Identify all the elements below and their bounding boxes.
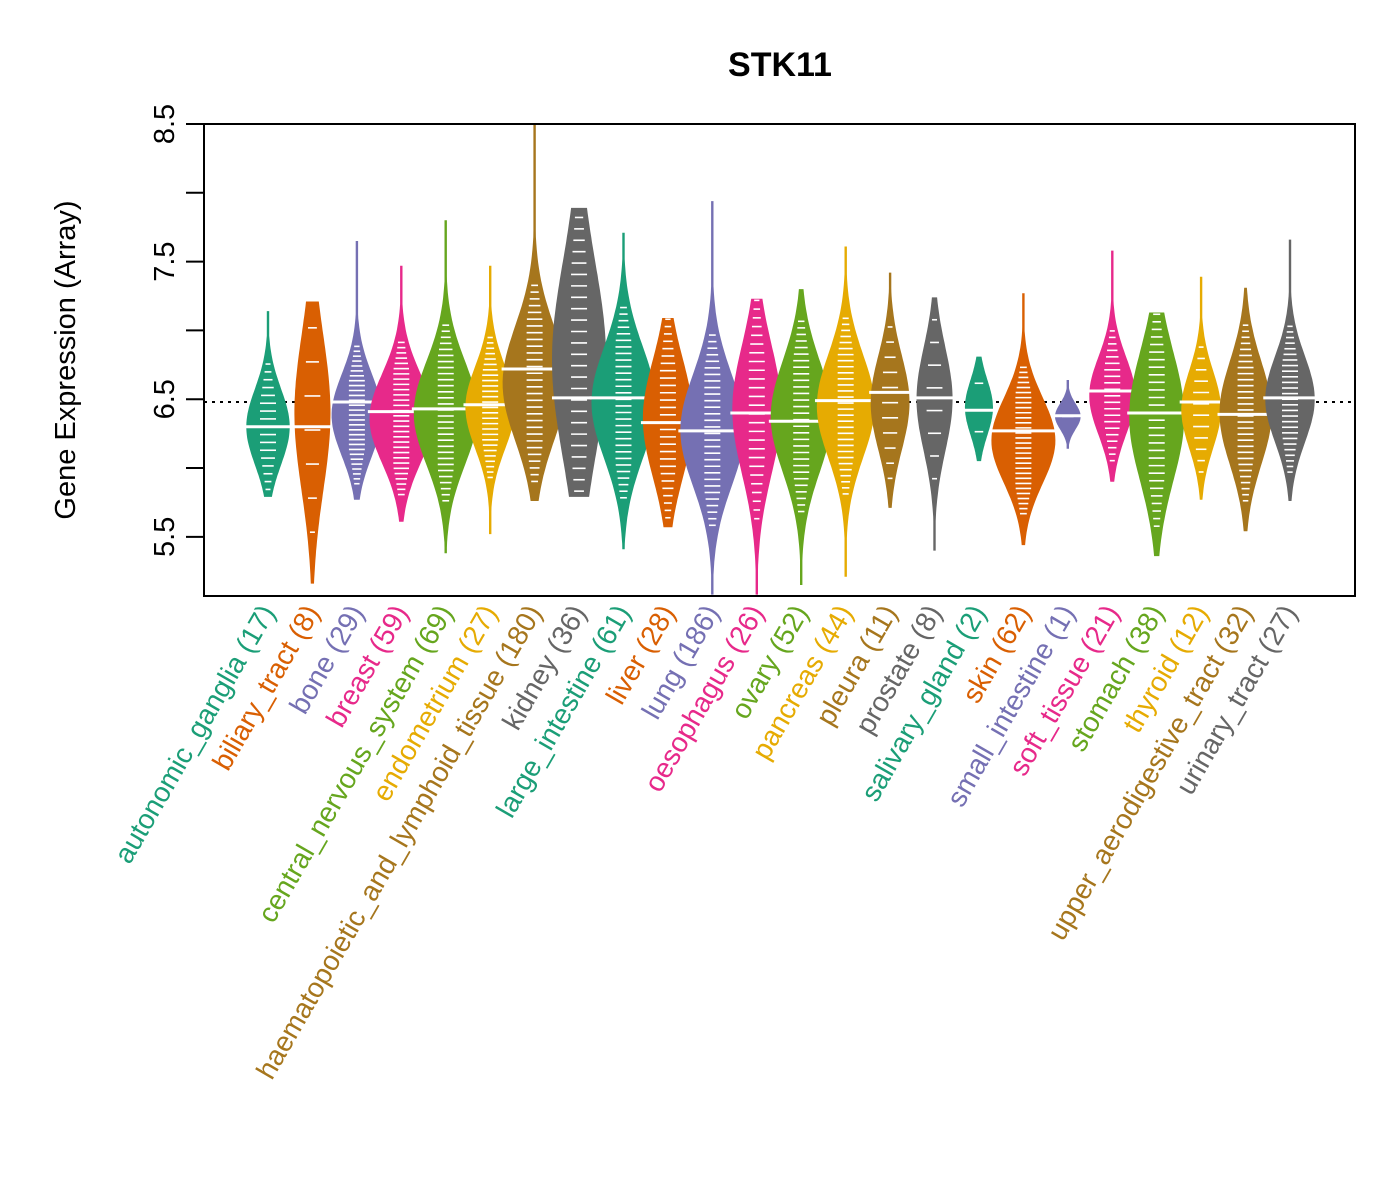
violin-bone	[330, 241, 383, 500]
violin-body	[1129, 312, 1185, 557]
violin-body	[465, 265, 515, 535]
violin-body	[732, 298, 782, 595]
violin-body	[816, 246, 875, 577]
violin-breast	[367, 265, 435, 522]
violin-body	[552, 207, 607, 497]
violin-body	[591, 232, 656, 550]
violin-body	[1089, 250, 1136, 482]
violin-large_intestine	[589, 232, 658, 550]
violin-biliary_tract	[292, 301, 333, 584]
violin-central_nervous_system	[411, 220, 480, 554]
y-axis: 5.5 6.5 7.5 8.5	[149, 104, 204, 557]
violin-skin	[990, 293, 1057, 546]
violin-body	[991, 293, 1056, 546]
y-tick-label: 7.5	[149, 241, 181, 281]
violin-oesophagus	[730, 298, 784, 595]
violin-body	[870, 272, 910, 508]
y-tick-label: 6.5	[149, 379, 181, 419]
violin-liver	[640, 318, 695, 528]
violin-body	[294, 301, 331, 584]
violin-small_intestine	[1053, 380, 1083, 449]
y-axis-label: Gene Expression (Array)	[50, 200, 82, 519]
x-axis-labels: autonomic_ganglia (17)biliary_tract (8)b…	[108, 600, 1303, 1085]
violin-kidney	[551, 207, 607, 497]
violin-body	[1181, 276, 1221, 500]
violin-autonomic_ganglia	[244, 311, 292, 497]
violin-urinary_tract	[1263, 239, 1317, 501]
violin-stomach	[1127, 312, 1187, 557]
violin-body	[369, 265, 434, 522]
violin-body	[680, 201, 745, 595]
violins	[244, 124, 1317, 595]
violin-body	[1265, 239, 1315, 501]
violin-prostate	[914, 297, 955, 551]
violin-pleura	[869, 272, 912, 508]
violin-body	[770, 289, 832, 585]
y-tick-label: 5.5	[149, 517, 181, 557]
violin-pancreas	[814, 246, 877, 577]
violin-endometrium	[463, 265, 517, 535]
violin-body	[413, 220, 478, 554]
plot-frame	[203, 123, 1356, 597]
y-tick-label: 8.5	[149, 104, 181, 144]
violin-upper_aerodigestive_tract	[1217, 287, 1274, 532]
chart-title: STK11	[728, 46, 832, 84]
violin-thyroid	[1179, 276, 1223, 500]
violin-ovary	[768, 289, 834, 585]
violin-haematopoietic_and_lymphoid_tissue	[501, 124, 568, 501]
violin-soft_tissue	[1087, 250, 1138, 482]
violin-salivary_gland	[963, 356, 995, 462]
violin-lung	[678, 201, 747, 595]
violin-body	[916, 297, 953, 551]
